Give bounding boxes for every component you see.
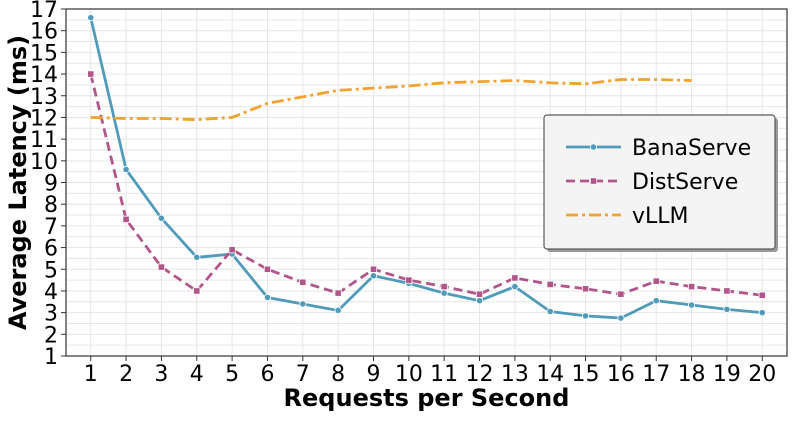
- y-tick-label: 17: [30, 0, 58, 23]
- legend: BanaServe DistServe vLLM: [543, 114, 778, 252]
- data-point-distserve: [440, 282, 448, 291]
- series-banaserve: [87, 14, 766, 322]
- data-point-distserve: [617, 290, 625, 298]
- y-tick-label: 2: [44, 323, 58, 348]
- series-line-distserve: [89, 73, 763, 297]
- data-point-distserve: [546, 280, 554, 289]
- y-tick-label: 9: [44, 172, 58, 197]
- legend-box: [543, 114, 776, 250]
- data-point-distserve: [157, 263, 166, 271]
- y-tick-label: 8: [44, 193, 58, 218]
- x-tick-label: 18: [678, 362, 706, 387]
- data-point-distserve: [511, 274, 519, 282]
- series-line-banaserve: [89, 17, 763, 320]
- data-point-banaserve: [87, 14, 95, 22]
- y-tick-label: 12: [30, 106, 58, 131]
- x-tick-label: 4: [190, 362, 204, 387]
- y-tick-label: 6: [44, 237, 58, 262]
- x-tick-label: 13: [501, 362, 529, 387]
- y-tick-label: 15: [30, 41, 58, 66]
- data-point-banaserve: [263, 293, 272, 302]
- y-tick-label: 13: [30, 85, 58, 110]
- x-tick-label: 16: [607, 362, 635, 387]
- data-point-distserve: [581, 285, 590, 293]
- data-point-distserve: [122, 215, 130, 223]
- x-tick-label: 5: [225, 362, 239, 387]
- series-layer: [87, 14, 766, 322]
- series-vllm: [90, 78, 692, 122]
- y-tick-label: 1: [44, 345, 58, 370]
- x-tick-label: 19: [713, 362, 741, 387]
- data-point-banaserve: [440, 289, 448, 297]
- x-tick-label: 14: [536, 362, 564, 387]
- data-point-banaserve: [758, 309, 766, 317]
- y-tick-label: 16: [30, 20, 58, 45]
- x-tick-label: 15: [572, 362, 600, 387]
- data-point-banaserve: [157, 214, 166, 222]
- y-tick-label: 14: [30, 63, 58, 88]
- data-point-banaserve: [652, 297, 660, 305]
- x-tick-label: 12: [466, 362, 494, 387]
- data-point-banaserve: [299, 300, 307, 308]
- data-point-banaserve: [511, 282, 519, 291]
- x-tick-label: 9: [366, 362, 380, 387]
- x-tick-label: 11: [430, 362, 458, 387]
- data-point-distserve: [369, 265, 378, 273]
- data-point-distserve: [263, 265, 272, 273]
- legend-marker-distserve: [589, 177, 598, 185]
- y-tick-label: 7: [44, 215, 58, 240]
- x-tick-label: 17: [642, 362, 670, 387]
- data-point-distserve: [475, 290, 484, 298]
- x-tick-label: 20: [748, 362, 776, 387]
- legend-label-banaserve: BanaServe: [632, 136, 751, 161]
- data-point-distserve: [405, 276, 413, 284]
- y-axis-title: Average Latency (ms): [4, 35, 32, 330]
- data-point-distserve: [652, 277, 660, 285]
- data-point-distserve: [334, 289, 342, 297]
- data-point-distserve: [193, 287, 201, 295]
- series-distserve: [87, 70, 766, 299]
- y-tick-label: 10: [30, 150, 58, 175]
- data-point-banaserve: [687, 301, 696, 309]
- data-point-banaserve: [334, 306, 342, 315]
- x-tick-label: 7: [296, 362, 310, 387]
- data-point-distserve: [228, 246, 236, 254]
- data-point-distserve: [87, 70, 95, 78]
- data-point-banaserve: [581, 312, 590, 320]
- legend-label-distserve: DistServe: [632, 170, 738, 195]
- x-tick-label: 1: [84, 362, 98, 387]
- y-tick-label: 3: [44, 302, 58, 327]
- data-point-distserve: [758, 291, 766, 299]
- data-point-banaserve: [122, 165, 130, 174]
- data-point-distserve: [723, 287, 731, 295]
- data-point-banaserve: [723, 305, 731, 313]
- x-tick-label: 2: [119, 362, 133, 387]
- data-point-banaserve: [475, 297, 484, 305]
- y-tick-label: 4: [44, 280, 58, 305]
- x-tick-label: 8: [331, 362, 345, 387]
- x-tick-label: 3: [154, 362, 168, 387]
- data-point-banaserve: [617, 314, 625, 322]
- data-point-distserve: [299, 278, 307, 286]
- legend-marker-banaserve: [589, 143, 598, 151]
- y-tick-label: 5: [44, 258, 58, 283]
- data-point-distserve: [687, 282, 696, 291]
- data-point-banaserve: [193, 253, 201, 261]
- data-point-banaserve: [369, 272, 378, 280]
- series-line-vllm: [90, 78, 692, 122]
- x-tick-label: 6: [260, 362, 274, 387]
- y-tick-label: 11: [30, 128, 58, 153]
- legend-label-vllm: vLLM: [632, 204, 689, 229]
- x-tick-label: 10: [395, 362, 423, 387]
- x-axis-title: Requests per Second: [284, 384, 570, 412]
- data-point-banaserve: [546, 307, 554, 316]
